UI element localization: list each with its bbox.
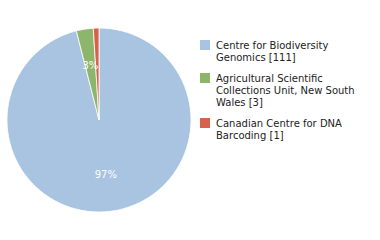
- data-labels: 97% 3%: [83, 60, 117, 180]
- legend: Centre for BiodiversityGenomics [111] Agr…: [200, 40, 355, 141]
- chart: 97% 3% Centre for BiodiversityGenomics [11…: [0, 0, 380, 240]
- legend-entry-line: Agricultural Scientific: [216, 73, 323, 84]
- pie-slice: [93, 28, 99, 120]
- legend-swatch: [200, 73, 210, 83]
- pie-slice: [76, 28, 99, 120]
- pie: [7, 28, 191, 212]
- legend-swatch: [200, 118, 210, 128]
- legend-entry-line: Genomics [111]: [216, 52, 296, 63]
- legend-entry-line: Barcoding [1]: [216, 130, 284, 141]
- legend-swatch: [200, 40, 210, 50]
- legend-entry: Agricultural ScientificCollections Unit,…: [216, 73, 355, 108]
- legend-entry-line: Canadian Centre for DNA: [216, 118, 342, 129]
- legend-entry: Centre for BiodiversityGenomics [111]: [216, 40, 329, 63]
- legend-entry: Canadian Centre for DNABarcoding [1]: [216, 118, 342, 141]
- legend-entry-line: Collections Unit, New South: [216, 85, 355, 96]
- data-label: 3%: [83, 60, 99, 71]
- legend-entry-line: Centre for Biodiversity: [216, 40, 329, 51]
- legend-entry-line: Wales [3]: [216, 97, 263, 108]
- data-label: 97%: [95, 169, 117, 180]
- pie-slice: [7, 28, 191, 212]
